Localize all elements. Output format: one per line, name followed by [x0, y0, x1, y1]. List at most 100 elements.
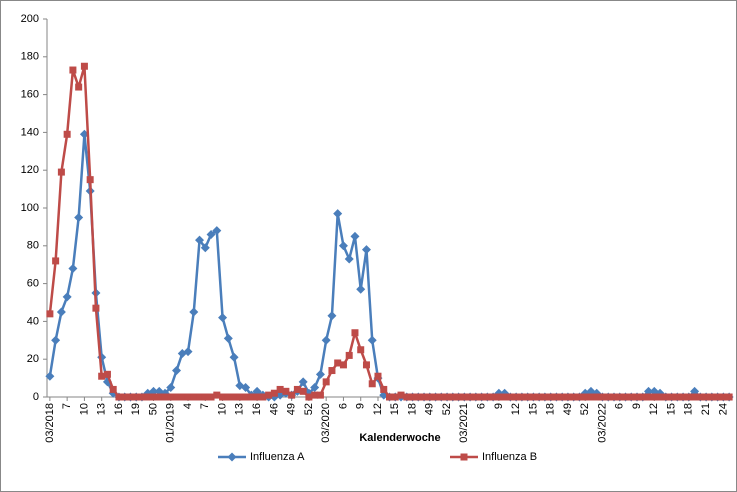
point — [685, 393, 693, 401]
x-tick-label: 03/2018 — [44, 403, 56, 443]
point — [719, 393, 727, 401]
point — [68, 263, 78, 273]
x-tick-label: 18 — [683, 403, 695, 415]
point — [201, 393, 209, 401]
point — [673, 393, 681, 401]
y-tick-label: 180 — [21, 51, 39, 63]
point — [200, 243, 210, 253]
x-tick-label: 52 — [579, 403, 591, 415]
point — [518, 393, 526, 401]
legend-label: Influenza B — [482, 451, 537, 463]
point — [196, 393, 204, 401]
point — [333, 209, 343, 219]
y-tick-label: 40 — [27, 315, 39, 327]
point — [622, 393, 630, 401]
x-tick-label: 4 — [182, 403, 194, 409]
point — [345, 351, 353, 359]
y-tick-label: 60 — [27, 278, 39, 290]
point — [414, 393, 422, 401]
point — [420, 393, 428, 401]
point — [276, 385, 284, 393]
point — [86, 176, 94, 184]
point — [547, 393, 555, 401]
x-tick-label: 16 — [113, 403, 125, 415]
point — [144, 393, 152, 401]
point — [74, 212, 84, 222]
point — [224, 393, 232, 401]
y-tick-label: 120 — [21, 164, 39, 176]
x-tick-label: 18 — [406, 403, 418, 415]
point — [63, 130, 71, 138]
point — [357, 346, 365, 354]
point — [633, 393, 641, 401]
point — [52, 257, 60, 265]
point — [483, 393, 491, 401]
point — [552, 393, 560, 401]
point — [288, 391, 296, 399]
point — [189, 307, 199, 317]
point — [627, 393, 635, 401]
point — [489, 393, 497, 401]
point — [662, 393, 670, 401]
y-tick-label: 140 — [21, 126, 39, 138]
point — [321, 335, 331, 345]
point — [708, 393, 716, 401]
point — [432, 393, 440, 401]
point — [103, 370, 111, 378]
point — [227, 452, 237, 462]
point — [598, 393, 606, 401]
x-tick-label: 16 — [251, 403, 263, 415]
x-tick-label: 52 — [303, 403, 315, 415]
y-tick-label: 160 — [21, 89, 39, 101]
y-tick-label: 80 — [27, 240, 39, 252]
point — [328, 367, 336, 375]
point — [236, 393, 244, 401]
point — [391, 393, 399, 401]
point — [443, 393, 451, 401]
point — [339, 361, 347, 369]
x-tick-label: 49 — [424, 403, 436, 415]
x-tick-label: 7 — [61, 403, 73, 409]
point — [725, 393, 733, 401]
x-tick-label: 12 — [510, 403, 522, 415]
y-tick-label: 0 — [33, 391, 39, 403]
point — [270, 389, 278, 397]
point — [178, 393, 186, 401]
point — [472, 393, 480, 401]
point — [46, 310, 54, 318]
point — [161, 393, 169, 401]
point — [650, 393, 658, 401]
point — [230, 393, 238, 401]
point — [223, 333, 233, 343]
x-tick-label: 10 — [78, 403, 90, 415]
point — [299, 387, 307, 395]
point — [219, 393, 227, 401]
point — [512, 393, 520, 401]
point — [656, 393, 664, 401]
point — [437, 393, 445, 401]
x-tick-label: 6 — [614, 403, 626, 409]
point — [524, 393, 532, 401]
point — [374, 372, 382, 380]
y-tick-label: 200 — [21, 13, 39, 25]
point — [535, 393, 543, 401]
legend-label: Influenza A — [250, 451, 305, 463]
point — [460, 453, 468, 461]
point — [368, 380, 376, 388]
point — [645, 393, 653, 401]
point — [305, 393, 313, 401]
point — [57, 168, 65, 176]
point — [506, 393, 514, 401]
x-tick-label: 19 — [130, 403, 142, 415]
point — [149, 393, 157, 401]
x-tick-label: 15 — [665, 403, 677, 415]
point — [126, 393, 134, 401]
point — [409, 393, 417, 401]
point — [380, 385, 388, 393]
point — [322, 378, 330, 386]
x-tick-label: 10 — [216, 403, 228, 415]
point — [361, 245, 371, 255]
x-tick-label: 12 — [372, 403, 384, 415]
point — [69, 66, 77, 74]
